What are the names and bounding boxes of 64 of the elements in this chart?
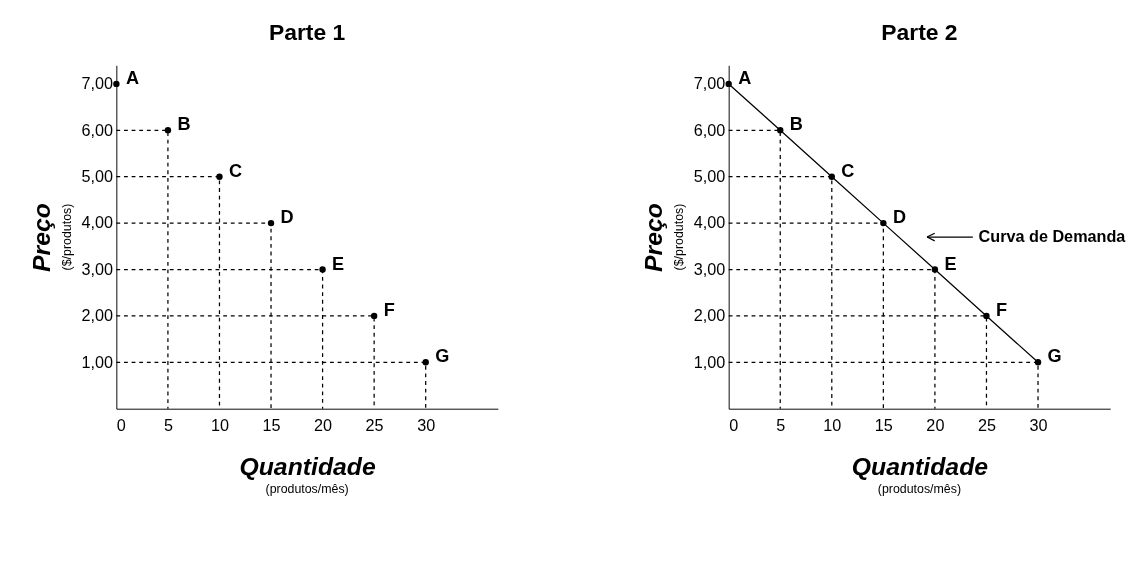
- x-axis-title: Quantidade: [239, 453, 376, 481]
- point: [216, 173, 223, 180]
- annotation: F: [383, 299, 395, 320]
- annotation: C: [841, 160, 855, 181]
- x-tick-label: 30: [417, 416, 436, 435]
- chart-title: Parte 1: [268, 18, 346, 45]
- y-tick-label: 4,00: [693, 213, 726, 232]
- y-tick-label: 7,00: [693, 74, 726, 93]
- text: ($/produtos): [671, 203, 686, 271]
- x-tick-label: 5: [776, 416, 786, 435]
- point: [1034, 359, 1042, 366]
- y-tick-label: 3,00: [693, 259, 726, 278]
- x-tick-label: 30: [1029, 416, 1048, 435]
- x-tick-label: 15: [262, 416, 281, 435]
- point: [422, 359, 429, 366]
- y-axis-title: Preço: [27, 203, 55, 272]
- y-tick-label: 7,00: [81, 74, 114, 93]
- point: [725, 80, 732, 88]
- annotation: D: [280, 207, 294, 228]
- chart-title: Parte 2: [881, 18, 958, 45]
- annotation: E: [944, 253, 957, 274]
- text: (produtos/mês): [877, 481, 962, 496]
- annotation: F: [996, 299, 1008, 320]
- x-tick-label: 0: [116, 416, 126, 435]
- y-tick-label: 5,00: [81, 166, 114, 185]
- annotation: B: [177, 114, 191, 135]
- y-tick-label: 6,00: [693, 120, 726, 139]
- y-tick-label: 1,00: [693, 352, 726, 371]
- x-tick-label: 0: [729, 416, 739, 435]
- y-tick-label: 3,00: [81, 259, 114, 278]
- x-tick-label: 5: [163, 416, 173, 435]
- annotation: C: [229, 160, 243, 181]
- y-tick-label: 2,00: [693, 306, 726, 325]
- y-axis-title: Preço: [640, 203, 668, 272]
- annotation: Curva de Demanda: [978, 226, 1127, 245]
- x-tick-label: 20: [926, 416, 945, 435]
- y-tick-label: 1,00: [81, 352, 114, 371]
- x-tick-label: 10: [823, 416, 842, 435]
- annotation: E: [332, 253, 345, 274]
- point: [828, 173, 835, 180]
- x-tick-label: 25: [977, 416, 996, 435]
- annotation: B: [789, 114, 803, 135]
- y-tick-label: 5,00: [693, 166, 726, 185]
- point: [931, 266, 939, 273]
- x-axis-title: Quantidade: [851, 453, 989, 481]
- annotation: A: [125, 67, 139, 88]
- point: [777, 127, 784, 134]
- annotation: G: [435, 346, 450, 367]
- text: ($/produtos): [59, 203, 74, 271]
- x-tick-label: 20: [314, 416, 333, 435]
- y-tick-label: 2,00: [81, 306, 114, 325]
- x-tick-label: 25: [365, 416, 384, 435]
- text: (produtos/mês): [265, 481, 349, 496]
- point: [164, 127, 172, 134]
- point: [113, 80, 120, 88]
- x-tick-label: 10: [210, 416, 229, 435]
- x-tick-label: 15: [874, 416, 893, 435]
- annotation: D: [892, 207, 906, 228]
- point: [983, 312, 990, 320]
- y-tick-label: 6,00: [81, 120, 114, 139]
- y-tick-label: 4,00: [81, 213, 114, 232]
- annotation: G: [1047, 346, 1062, 367]
- point: [319, 266, 326, 273]
- annotation: A: [738, 67, 752, 88]
